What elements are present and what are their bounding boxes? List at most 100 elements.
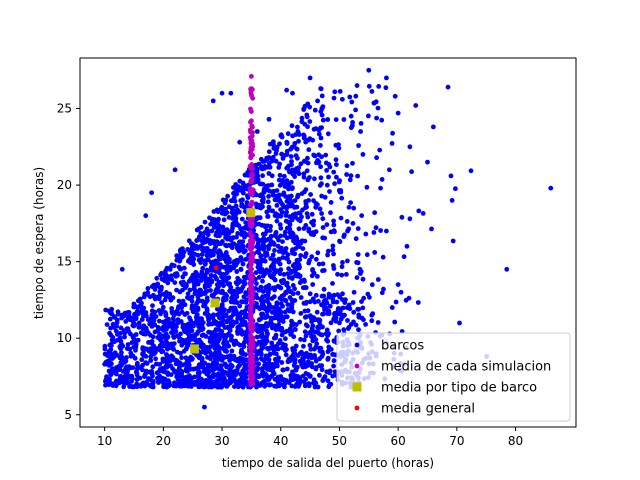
- point-barcos: [295, 290, 301, 296]
- point-barcos: [309, 211, 315, 217]
- point-barcos: [140, 362, 146, 368]
- point-barcos: [256, 361, 261, 367]
- point-barcos: [393, 299, 399, 305]
- point-barcos: [269, 239, 274, 245]
- point-barcos: [332, 369, 338, 375]
- point-barcos: [149, 312, 155, 318]
- point-barcos: [310, 267, 315, 272]
- point-barcos: [243, 220, 249, 226]
- point-barcos: [112, 370, 117, 375]
- point-barcos: [186, 238, 192, 244]
- point-barcos: [169, 306, 175, 311]
- point-barcos: [111, 354, 117, 360]
- point-barcos: [242, 281, 248, 286]
- point-barcos: [325, 338, 331, 344]
- point-barcos: [234, 234, 239, 240]
- point-barcos: [332, 229, 337, 235]
- point-barcos: [238, 316, 244, 322]
- point-barcos: [284, 366, 290, 372]
- point-barcos: [184, 310, 190, 316]
- point-barcos: [158, 272, 164, 278]
- point-barcos: [159, 300, 165, 305]
- point-barcos: [239, 286, 245, 292]
- point-barcos: [157, 318, 162, 324]
- point-barcos: [217, 279, 222, 285]
- point-barcos: [312, 107, 318, 113]
- point-barcos: [230, 225, 235, 231]
- point-barcos: [288, 373, 294, 378]
- point-barcos: [274, 188, 280, 194]
- point-barcos: [331, 251, 336, 257]
- point-barcos: [203, 334, 209, 339]
- x-tick-label: 20: [156, 434, 171, 448]
- point-barcos: [211, 240, 217, 246]
- point-media-simulacion: [249, 223, 255, 229]
- legend-marker: [354, 342, 360, 348]
- point-barcos: [256, 250, 262, 256]
- point-barcos: [289, 275, 295, 281]
- point-barcos: [307, 119, 313, 124]
- point-barcos: [318, 86, 324, 91]
- point-barcos: [289, 123, 295, 129]
- point-barcos: [207, 283, 212, 288]
- point-barcos: [450, 238, 456, 244]
- point-barcos: [289, 249, 295, 254]
- point-barcos: [297, 280, 303, 286]
- point-barcos: [284, 235, 290, 241]
- point-barcos: [273, 332, 279, 338]
- point-barcos: [266, 155, 272, 160]
- point-barcos: [187, 315, 192, 321]
- point-barcos: [384, 75, 389, 81]
- point-barcos: [187, 357, 193, 363]
- point-barcos: [118, 338, 124, 344]
- point-barcos: [315, 250, 321, 256]
- point-barcos: [188, 276, 194, 282]
- point-barcos: [373, 225, 379, 231]
- point-barcos: [257, 215, 263, 221]
- point-barcos: [345, 318, 350, 323]
- point-barcos: [281, 367, 286, 373]
- point-barcos: [280, 239, 285, 245]
- point-barcos: [296, 138, 301, 144]
- point-barcos: [340, 305, 346, 311]
- point-barcos: [147, 382, 152, 388]
- point-barcos: [324, 182, 330, 188]
- point-media-simulacion: [248, 368, 254, 374]
- point-barcos: [383, 85, 389, 91]
- point-barcos: [211, 374, 216, 380]
- point-barcos: [223, 278, 229, 284]
- point-barcos: [349, 99, 355, 105]
- point-barcos: [235, 316, 241, 321]
- point-barcos: [210, 368, 216, 373]
- point-barcos: [320, 268, 325, 274]
- point-barcos: [196, 319, 202, 325]
- point-barcos: [198, 344, 204, 350]
- point-barcos: [235, 231, 241, 236]
- point-barcos: [133, 342, 139, 347]
- point-barcos: [310, 282, 316, 287]
- point-barcos: [176, 298, 182, 304]
- point-barcos: [208, 313, 214, 319]
- point-barcos: [156, 380, 161, 385]
- point-barcos: [224, 243, 229, 249]
- point-barcos: [283, 194, 288, 199]
- point-barcos: [326, 291, 332, 297]
- point-barcos: [296, 130, 301, 136]
- point-barcos: [314, 309, 320, 315]
- point-barcos: [347, 177, 353, 183]
- point-barcos: [177, 253, 183, 259]
- point-barcos: [236, 257, 242, 263]
- point-barcos: [242, 365, 248, 371]
- point-barcos: [273, 306, 279, 311]
- point-barcos: [278, 225, 284, 231]
- point-barcos: [154, 275, 160, 281]
- point-barcos: [211, 248, 216, 254]
- point-barcos: [271, 261, 276, 267]
- point-barcos: [307, 291, 313, 297]
- point-barcos: [285, 198, 291, 204]
- point-barcos: [162, 376, 168, 382]
- point-barcos: [159, 339, 165, 345]
- point-barcos: [152, 286, 158, 291]
- point-barcos: [228, 314, 234, 320]
- point-barcos: [292, 350, 298, 356]
